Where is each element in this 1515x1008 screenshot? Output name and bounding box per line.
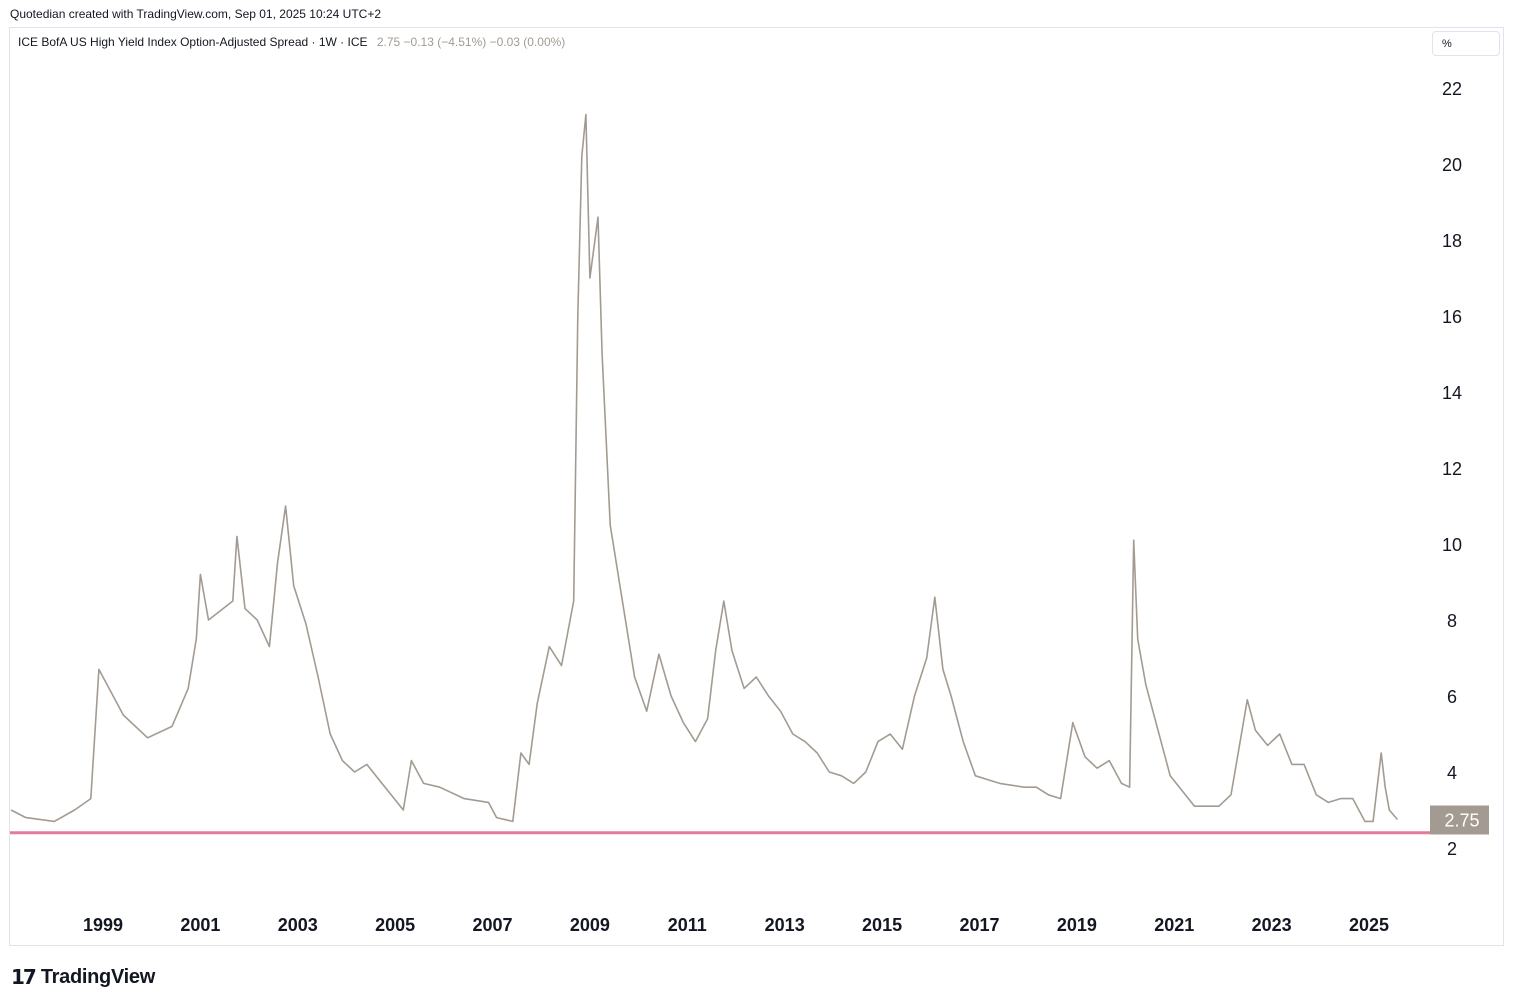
- symbol-legend[interactable]: ICE BofA US High Yield Index Option-Adju…: [18, 35, 565, 49]
- x-tick-label: 2023: [1252, 915, 1292, 935]
- chart-caption: Quotedian created with TradingView.com, …: [10, 7, 382, 21]
- x-tick-label: 1999: [83, 915, 123, 935]
- x-tick-label: 2015: [862, 915, 902, 935]
- x-tick-label: 2011: [668, 915, 707, 935]
- x-tick-label: 2005: [375, 915, 415, 935]
- series-line[interactable]: [10, 113, 1399, 823]
- y-tick-label: 18: [1442, 231, 1462, 251]
- tradingview-logo[interactable]: 17 TradingView: [11, 965, 155, 989]
- x-tick-label: 2003: [278, 915, 318, 935]
- x-tick-label: 2013: [765, 915, 805, 935]
- x-tick-label: 2025: [1349, 915, 1389, 935]
- y-tick-label: 8: [1447, 611, 1457, 631]
- percent-unit-button[interactable]: %: [1432, 31, 1500, 56]
- y-tick-label: 4: [1447, 763, 1457, 783]
- x-tick-label: 2017: [959, 915, 999, 935]
- y-tick-label: 12: [1442, 459, 1462, 479]
- tradingview-logo-icon: 17: [11, 965, 37, 989]
- last-value-badge: [1430, 805, 1489, 835]
- last-value-label: 2.75: [1444, 811, 1479, 831]
- x-tick-label: 2007: [473, 915, 513, 935]
- y-tick-label: 16: [1442, 307, 1462, 327]
- plot-area: [10, 113, 1430, 835]
- x-tick-label: 2009: [570, 915, 610, 935]
- x-tick-label: 2019: [1057, 915, 1097, 935]
- price-axis[interactable]: 22 20 18 16 14 12 10 8 6 4 2 2.75: [1430, 79, 1489, 859]
- y-tick-label: 22: [1442, 79, 1462, 99]
- time-axis[interactable]: 1999 2001 2003 2005 2007 2009 2011 2013 2015 2017…: [83, 915, 1389, 935]
- chart-frame: [9, 27, 1504, 946]
- y-tick-label: 10: [1442, 535, 1462, 555]
- y-tick-label: 6: [1447, 687, 1457, 707]
- x-tick-label: 2001: [180, 915, 220, 935]
- y-tick-label: 20: [1442, 155, 1462, 175]
- x-tick-label: 2021: [1154, 915, 1194, 935]
- symbol-title: ICE BofA US High Yield Index Option-Adju…: [18, 35, 368, 49]
- y-tick-label: 2: [1447, 839, 1457, 859]
- y-tick-label: 14: [1442, 383, 1462, 403]
- tradingview-wordmark: TradingView: [40, 965, 155, 988]
- symbol-values: 2.75 −0.13 (−4.51%) −0.03 (0.00%): [376, 35, 566, 49]
